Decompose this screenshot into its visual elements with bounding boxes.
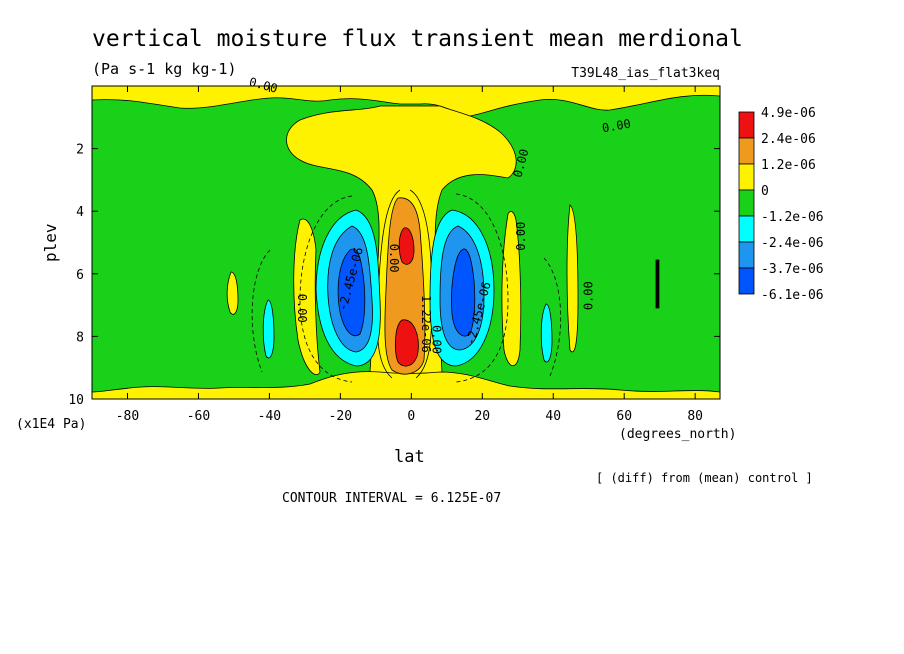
side-lobe-nh-dashed bbox=[543, 257, 562, 377]
y-tick-label: 4 bbox=[76, 205, 84, 220]
x-tick-label: 40 bbox=[545, 409, 561, 424]
zero-patch-sh-2 bbox=[226, 271, 239, 315]
x-tick-label: -60 bbox=[187, 409, 210, 424]
neg-north-outer-dashed bbox=[455, 193, 509, 383]
legend-label: -3.7e-06 bbox=[761, 262, 824, 277]
plot-frame bbox=[91, 85, 721, 400]
x-tick-label: -80 bbox=[116, 409, 139, 424]
legend-label: 1.2e-06 bbox=[761, 158, 816, 173]
legend-label: 0 bbox=[761, 184, 769, 199]
x-axis-label: lat bbox=[394, 447, 425, 467]
y-tick-label: 2 bbox=[76, 143, 84, 158]
bottom-zero-band bbox=[91, 371, 721, 400]
x-axis: -80 -60 -40 -20 0 20 40 60 80 bbox=[116, 86, 703, 424]
negative-lobe-south bbox=[299, 195, 381, 383]
diff-note: [ (diff) from (mean) control ] bbox=[596, 471, 813, 485]
contour-label: 0.00 bbox=[387, 244, 401, 273]
zero-patch-sh-1 bbox=[293, 218, 321, 375]
neg-north-core bbox=[451, 248, 476, 337]
run-label: T39L48_ias_flat3keq bbox=[571, 66, 720, 81]
colorbar-legend: 4.9e-06 2.4e-06 1.2e-06 0 -1.2e-06 -2.4e-06 -3… bbox=[738, 106, 824, 303]
x-tick-label: 60 bbox=[616, 409, 632, 424]
neg-south-outer-dashed bbox=[299, 195, 353, 383]
plot-area: 0.000.000.000.000.000.000.000.00-2.45e-0… bbox=[91, 75, 721, 400]
side-lobes bbox=[251, 249, 660, 377]
y-axis-units: (x1E4 Pa) bbox=[16, 417, 86, 432]
contour-label: 0.00 bbox=[295, 294, 309, 323]
x-tick-label: -40 bbox=[258, 409, 281, 424]
y-axis: 2 4 6 8 10 bbox=[68, 143, 720, 408]
chart-title: vertical moisture flux transient mean me… bbox=[92, 26, 743, 52]
x-tick-label: 0 bbox=[407, 409, 415, 424]
side-lobe-sh-blue bbox=[262, 299, 275, 359]
contour-label: 0.00 bbox=[601, 116, 632, 135]
side-lobe-nh-blue bbox=[540, 303, 553, 363]
legend-swatch bbox=[738, 111, 755, 139]
contour-label: 0.00 bbox=[430, 325, 444, 354]
positive-core-red-upper bbox=[398, 227, 415, 265]
negative-lobe-north bbox=[429, 193, 509, 383]
legend-swatch bbox=[738, 241, 755, 269]
legend-swatch bbox=[738, 267, 755, 295]
legend-swatch bbox=[738, 189, 755, 217]
x-tick-label: 20 bbox=[474, 409, 490, 424]
zero-patch-nh-2 bbox=[566, 204, 579, 353]
neg-south-core bbox=[337, 248, 366, 337]
legend-label: -1.2e-06 bbox=[761, 210, 824, 225]
legend-label: 2.4e-06 bbox=[761, 132, 816, 147]
top-zero-band bbox=[91, 85, 721, 117]
side-lobe-sh-dashed bbox=[251, 249, 271, 373]
x-axis-units: (degrees_north) bbox=[619, 427, 736, 442]
positive-core-red-lower bbox=[394, 319, 419, 367]
x-tick-label: 80 bbox=[687, 409, 703, 424]
contour-interval-note: CONTOUR INTERVAL = 6.125E-07 bbox=[282, 491, 501, 506]
legend-label: 4.9e-06 bbox=[761, 106, 816, 121]
zero-patch-nh-1 bbox=[501, 211, 522, 367]
chart-units: (Pa s-1 kg kg-1) bbox=[92, 60, 237, 78]
x-tick-label: -20 bbox=[329, 409, 352, 424]
y-tick-label: 10 bbox=[68, 393, 84, 408]
legend-swatch bbox=[738, 163, 755, 191]
y-axis-label: plev bbox=[41, 223, 60, 262]
legend-label: -6.1e-06 bbox=[761, 288, 824, 303]
thin-contour-mark bbox=[655, 259, 660, 309]
contour-label: 0.00 bbox=[581, 281, 595, 310]
legend-swatch bbox=[738, 137, 755, 165]
y-tick-label: 8 bbox=[76, 330, 84, 345]
contour-label: 0.00 bbox=[514, 222, 528, 251]
legend-label: -2.4e-06 bbox=[761, 236, 824, 251]
contour-label: 1.22e-06 bbox=[419, 295, 433, 353]
y-tick-label: 6 bbox=[76, 268, 84, 283]
legend-swatch bbox=[738, 215, 755, 243]
